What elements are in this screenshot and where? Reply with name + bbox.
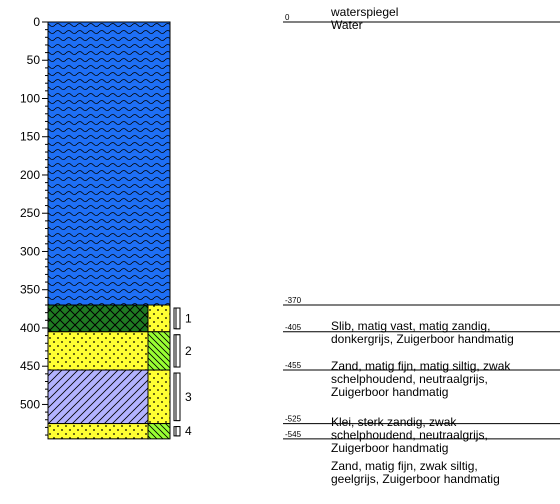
lithology-column bbox=[47, 21, 171, 440]
depth-label: -455 bbox=[285, 361, 302, 370]
sample-label: 3 bbox=[185, 390, 192, 404]
depth-label: -405 bbox=[285, 323, 302, 332]
sample-markers: 1 2 3 4 bbox=[173, 307, 192, 438]
depth-label: 0 bbox=[285, 13, 290, 22]
description-line: Slib, matig vast, matig zandig, bbox=[331, 319, 491, 333]
axis-tick-label: 0 bbox=[33, 15, 40, 29]
layer-water bbox=[47, 21, 171, 306]
sample-label: 2 bbox=[185, 344, 192, 358]
depth-label: -370 bbox=[285, 296, 302, 305]
description-line: donkergrijs, Zuigerboor handmatig bbox=[331, 332, 514, 346]
description-line: Zuigerboor handmatig bbox=[331, 441, 449, 455]
depth-label: -545 bbox=[285, 430, 302, 439]
description-line: Zuigerboor handmatig bbox=[331, 385, 449, 399]
sample-label: 1 bbox=[185, 311, 192, 325]
layer-description: Zand, matig fijn, matig siltig, zwak sche… bbox=[331, 360, 510, 399]
side-cell-dots bbox=[147, 369, 171, 425]
layer-slib bbox=[47, 304, 149, 333]
depth-axis: 0 50 100 150 200 250 300 350 400 450 500 bbox=[20, 15, 49, 439]
axis-tick-label: 300 bbox=[20, 244, 40, 258]
side-column bbox=[147, 304, 171, 440]
layer-klei bbox=[47, 369, 149, 425]
side-cell-green-hatch bbox=[147, 331, 171, 371]
axis-tick-label: 50 bbox=[27, 53, 41, 67]
description-line: Zand, matig fijn, zwak siltig, bbox=[331, 459, 478, 473]
description-line: schelphoudend, neutraalgrijs, bbox=[331, 428, 488, 442]
layer-description: Zand, matig fijn, zwak siltig, geelgrijs,… bbox=[331, 460, 500, 486]
axis-tick-label: 400 bbox=[20, 321, 40, 335]
side-cell-green-hatch bbox=[147, 423, 171, 440]
axis-tick-label: 350 bbox=[20, 283, 40, 297]
description-line: schelphoudend, neutraalgrijs, bbox=[331, 372, 488, 386]
description-line: Water bbox=[331, 18, 363, 32]
axis-tick-label: 100 bbox=[20, 91, 40, 105]
axis-tick-label: 250 bbox=[20, 206, 40, 220]
axis-tick-label: 150 bbox=[20, 130, 40, 144]
sample-box bbox=[175, 372, 181, 422]
description-line: Klei, sterk zandig, zwak bbox=[331, 415, 457, 429]
side-cell-dots bbox=[147, 304, 171, 333]
layer-description: Slib, matig vast, matig zandig, donkergri… bbox=[331, 320, 514, 346]
layer-zand bbox=[47, 423, 149, 440]
description-line: waterspiegel bbox=[331, 5, 399, 19]
sample-box bbox=[175, 334, 181, 368]
layer-description: waterspiegel Water bbox=[331, 6, 398, 32]
axis-tick-label: 200 bbox=[20, 168, 40, 182]
depth-label: -525 bbox=[285, 415, 302, 424]
description-line: Zand, matig fijn, matig siltig, zwak bbox=[331, 359, 511, 373]
layer-zand bbox=[47, 331, 149, 371]
layer-descriptions: 0 -370 -405 -455 -525 -545 bbox=[283, 13, 560, 440]
sample-label: 4 bbox=[185, 424, 192, 438]
axis-tick-label: 450 bbox=[20, 359, 40, 373]
axis-tick-label: 500 bbox=[20, 397, 40, 411]
layer-description: Klei, sterk zandig, zwak schelphoudend, n… bbox=[331, 416, 488, 455]
description-line: geelgrijs, Zuigerboor handmatig bbox=[331, 472, 500, 486]
sample-box bbox=[175, 307, 181, 330]
sample-box bbox=[175, 426, 181, 437]
